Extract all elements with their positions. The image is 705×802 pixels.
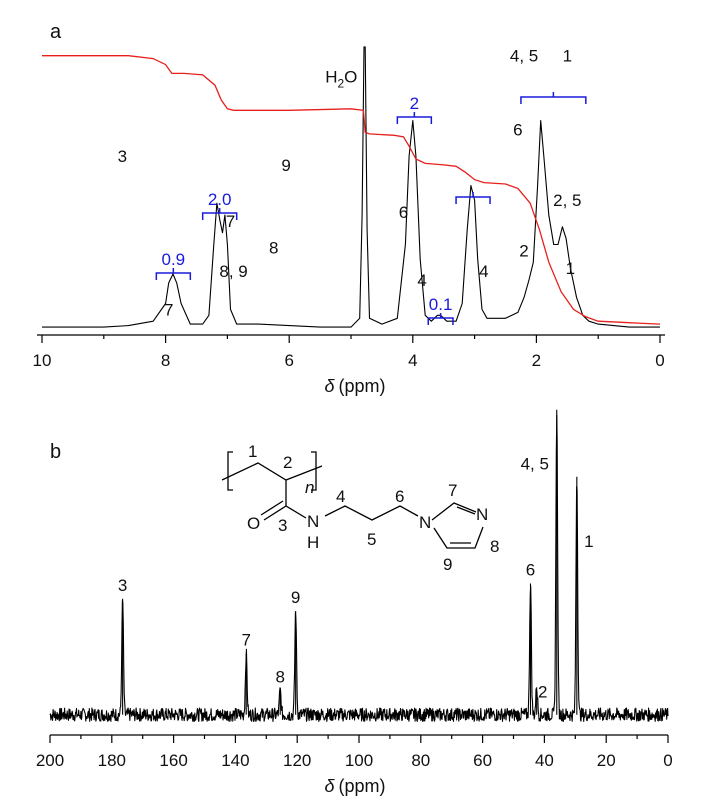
repeat-n-label: n <box>305 478 314 497</box>
peak-assignment-label: 6 <box>513 120 522 139</box>
panel-b-tick-label: 100 <box>345 751 373 770</box>
panel-b-spectrum <box>49 409 669 722</box>
panel-a-integral-brackets: 0.9 2.0 2 0.1 <box>155 92 587 325</box>
panel-a-spectra <box>42 46 661 328</box>
bond-c3-n <box>285 505 307 519</box>
peak-assignment-label: 7 <box>226 212 235 231</box>
panel-a-tick-label: 10 <box>33 351 52 370</box>
amide-hydrogen: H <box>307 533 319 552</box>
amide-nitrogen: N <box>307 512 319 531</box>
carbon-peak-label: 8 <box>275 667 284 686</box>
carbon-peak-label: 7 <box>241 631 250 650</box>
carbon-peak-label: 9 <box>291 588 300 607</box>
panel-b-peak-labels: 3 7 8 9 6 2 4, 5 1 <box>118 455 594 702</box>
panel-a-tick-label: 2 <box>532 351 541 370</box>
peak-assignment-label: 2 <box>519 241 528 260</box>
peak-assignment-label: 8, 9 <box>219 262 247 281</box>
carbonyl-bond <box>260 500 287 521</box>
carbon-peak-label: 6 <box>526 561 535 580</box>
integral-value: 0.1 <box>429 295 453 314</box>
position-9-label: 9 <box>443 555 452 574</box>
oxygen-atom: O <box>247 514 260 533</box>
ring-nitrogen-1: N <box>419 513 431 532</box>
panel-b-tick-label: 0 <box>663 751 672 770</box>
peak-assignment-label: 8 <box>269 238 278 257</box>
panel-b-tick-label: 140 <box>221 751 249 770</box>
panel-b-x-axis: 200 180 160 140 120 100 80 60 40 20 0 <box>36 734 673 770</box>
panel-a-tick-label: 8 <box>161 351 170 370</box>
position-1-label: 1 <box>248 442 257 461</box>
panel-a-x-axis: 10 8 6 4 2 0 <box>33 334 665 370</box>
integral-curve <box>42 55 661 325</box>
integral-bracket <box>455 192 491 204</box>
carbon-peak-label: 2 <box>538 682 547 701</box>
peak-assignment-label: 4 <box>479 262 488 281</box>
peak-assignment-label: 6 <box>399 203 408 222</box>
panel-a-tick-label: 6 <box>284 351 293 370</box>
panel-a-tick-label: 0 <box>655 351 664 370</box>
proton-spectrum-line <box>42 46 660 328</box>
carbon-peak-label: 4, 5 <box>521 455 549 474</box>
panel-b-label: b <box>50 441 61 463</box>
peak-assignment-label: 2, 5 <box>553 191 581 210</box>
position-5-label: 5 <box>367 530 376 549</box>
panel-b-tick-label: 120 <box>283 751 311 770</box>
position-2-label: 2 <box>283 453 292 472</box>
panel-a-tick-label: 4 <box>408 351 417 370</box>
integral-bracket <box>427 313 454 325</box>
peak-assignment-label: 7 <box>164 300 173 319</box>
peak-assignment-label: 1 <box>566 259 575 278</box>
peak-assignment-label: 9 <box>281 156 290 175</box>
panel-b-tick-label: 160 <box>159 751 187 770</box>
panel-a-x-axis-title: δ (ppm) <box>324 376 385 396</box>
panel-b-tick-label: 60 <box>473 751 492 770</box>
peak-assignment-label: 3 <box>118 147 127 166</box>
position-7-label: 7 <box>448 481 457 500</box>
ring-bonds-lower <box>433 526 484 549</box>
integral-bracket <box>520 92 587 104</box>
panel-a-label: a <box>50 21 62 43</box>
integral-value: 2 <box>410 94 419 113</box>
panel-b-x-axis-title: δ (ppm) <box>324 776 385 796</box>
carbon-peak-label: 1 <box>584 532 593 551</box>
propyl-chain <box>324 505 419 521</box>
panel-a-peak-labels: 3 9 7 7 8, 9 8 6 4 4 6 2 2, 5 1 4, 5 1 <box>118 47 582 320</box>
polymer-backbone <box>221 462 323 481</box>
panel-b-tick-label: 180 <box>98 751 126 770</box>
integral-bracket <box>396 112 433 124</box>
integral-value: 0.9 <box>162 250 186 269</box>
carbon-spectrum-line <box>49 414 669 722</box>
ring-nitrogen-3: N <box>476 505 488 524</box>
panel-b-tick-label: 200 <box>36 751 64 770</box>
peak-assignment-label: 4, 5 <box>510 47 538 66</box>
panel-b-tick-label: 40 <box>535 751 554 770</box>
ring-bond-n1-c7 <box>431 502 477 521</box>
polymer-structure: n O N H N N 1 2 3 4 5 6 7 8 9 <box>221 442 499 574</box>
position-8-label: 8 <box>490 537 499 556</box>
integral-bracket <box>201 208 238 220</box>
position-3-label: 3 <box>278 516 287 535</box>
ring-double-c7-n3 <box>456 506 476 515</box>
repeat-bracket-left <box>227 451 233 491</box>
peak-assignment-label: 1 <box>563 47 572 66</box>
integral-bracket <box>155 268 192 280</box>
carbon-peak-label: 3 <box>118 576 127 595</box>
peak-assignment-label: 4 <box>417 271 426 290</box>
panel-b-tick-label: 20 <box>597 751 616 770</box>
panel-b-tick-label: 80 <box>411 751 430 770</box>
position-6-label: 6 <box>395 487 404 506</box>
water-peak-label: H2O <box>325 67 357 90</box>
position-4-label: 4 <box>336 487 345 506</box>
integral-value: 2.0 <box>208 190 232 209</box>
repeat-bracket-right <box>311 451 317 491</box>
